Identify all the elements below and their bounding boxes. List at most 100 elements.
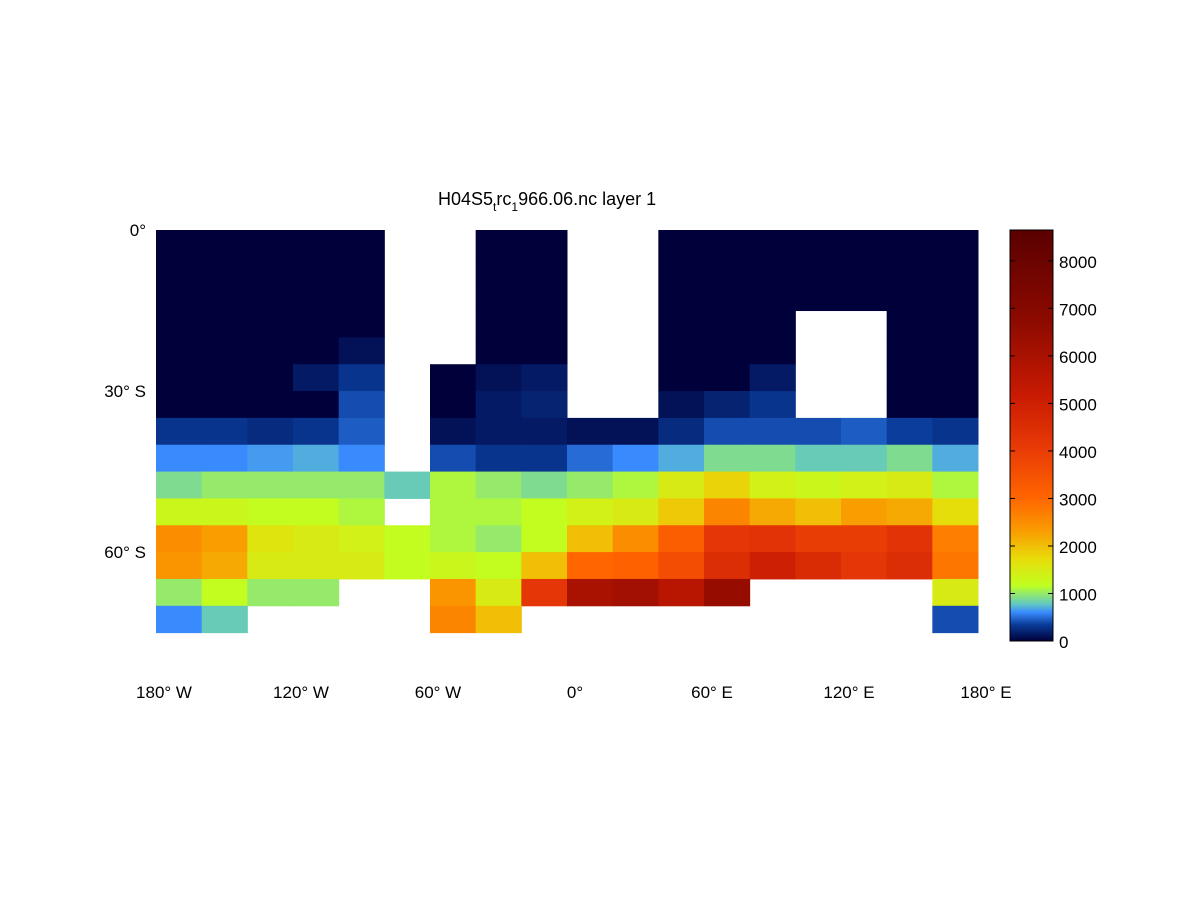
heatmap-cell xyxy=(338,471,385,499)
heatmap-cell xyxy=(932,417,979,446)
heatmap-cell xyxy=(475,605,522,634)
heatmap-cell xyxy=(475,230,522,258)
heatmap-cell xyxy=(338,364,385,392)
heatmap-cell xyxy=(567,471,614,499)
heatmap-cell xyxy=(475,552,522,580)
heatmap-cell xyxy=(247,230,294,258)
heatmap-cell xyxy=(156,364,203,392)
heatmap-cell xyxy=(156,552,203,580)
colorbar-tick-label: 8000 xyxy=(1059,253,1097,272)
heatmap-cell xyxy=(430,552,477,580)
heatmap-cell xyxy=(201,552,248,580)
heatmap-cell xyxy=(156,256,203,285)
heatmap-cell xyxy=(247,578,294,607)
heatmap-cell xyxy=(841,471,888,499)
lat-tick-label: 0° xyxy=(130,221,146,240)
heatmap-cell xyxy=(932,552,979,580)
heatmap-cell xyxy=(293,525,340,553)
heatmap-cell xyxy=(567,525,614,553)
heatmap-cell xyxy=(338,283,385,312)
heatmap-cell xyxy=(430,471,477,499)
heatmap-cell xyxy=(475,391,522,419)
heatmap-cell xyxy=(338,552,385,580)
heatmap-cell xyxy=(475,498,522,526)
heatmap-cell xyxy=(704,498,751,526)
colorbar-tick-label: 0 xyxy=(1059,633,1068,652)
heatmap-cell xyxy=(704,391,751,419)
colorbar-tick-label: 1000 xyxy=(1059,585,1097,604)
colorbar-ticks: 0 1000 2000 3000 4000 5000 6000 7000 8000 xyxy=(1010,253,1097,652)
heatmap-cell xyxy=(247,310,294,338)
heatmap-cell xyxy=(247,256,294,285)
heatmap-cell xyxy=(156,417,203,446)
heatmap-cell xyxy=(886,444,933,473)
heatmap-cell xyxy=(338,230,385,258)
heatmap-cell xyxy=(521,337,568,365)
heatmap-cell xyxy=(201,417,248,446)
heatmap-cell xyxy=(293,283,340,312)
heatmap-cell xyxy=(886,498,933,526)
heatmap-cell xyxy=(612,552,659,580)
heatmap-cell xyxy=(749,471,796,499)
heatmap-cell xyxy=(749,310,796,338)
heatmap-cell xyxy=(612,498,659,526)
heatmap-cell xyxy=(521,444,568,473)
heatmap-cell xyxy=(201,364,248,392)
heatmap-cell xyxy=(749,230,796,258)
heatmap-cell xyxy=(749,525,796,553)
heatmap-cell xyxy=(201,471,248,499)
map-title: H04S5trc1966.06.nc layer 1 xyxy=(438,189,656,214)
heatmap-cell xyxy=(430,525,477,553)
heatmap-cell xyxy=(749,417,796,446)
heatmap-cell xyxy=(521,256,568,285)
heatmap-cell xyxy=(932,310,979,338)
colorbar-tick-label: 2000 xyxy=(1059,538,1097,557)
heatmap-cell xyxy=(156,391,203,419)
heatmap-cell xyxy=(886,364,933,392)
heatmap-cell xyxy=(201,337,248,365)
heatmap-cell xyxy=(247,364,294,392)
lon-tick-label: 180° W xyxy=(136,683,192,702)
heatmap-cell xyxy=(156,471,203,499)
heatmap-cell xyxy=(338,310,385,338)
heatmap-cell xyxy=(658,230,705,258)
lon-tick-label: 0° xyxy=(567,683,583,702)
heatmap-cell xyxy=(201,605,248,634)
heatmap-cell xyxy=(521,525,568,553)
heatmap-cell xyxy=(795,471,842,499)
heatmap-cell xyxy=(247,283,294,312)
heatmap-cell xyxy=(384,471,431,499)
heatmap-cell xyxy=(886,417,933,446)
heatmap-cell xyxy=(658,552,705,580)
heatmap-cell xyxy=(886,471,933,499)
heatmap-cell xyxy=(612,444,659,473)
heatmap-cell xyxy=(521,283,568,312)
lon-tick-label: 60° E xyxy=(691,683,733,702)
heatmap-cell xyxy=(886,283,933,312)
colorbar xyxy=(1009,229,1054,642)
heatmap-cell xyxy=(749,391,796,419)
heatmap-cell xyxy=(658,310,705,338)
heatmap-cell xyxy=(841,256,888,285)
heatmap-cell xyxy=(293,552,340,580)
heatmap-cell xyxy=(612,525,659,553)
lon-tick-label: 120° E xyxy=(823,683,874,702)
lon-tick-label: 120° W xyxy=(273,683,329,702)
heatmap-cell xyxy=(201,230,248,258)
heatmap-cells xyxy=(156,230,979,634)
heatmap-cell xyxy=(704,444,751,473)
heatmap-cell xyxy=(201,283,248,312)
heatmap-cell xyxy=(247,337,294,365)
heatmap-cell xyxy=(156,578,203,607)
heatmap-cell xyxy=(475,471,522,499)
heatmap-cell xyxy=(612,578,659,607)
heatmap-cell xyxy=(932,337,979,365)
colorbar-tick-label: 3000 xyxy=(1059,490,1097,509)
heatmap-cell xyxy=(293,230,340,258)
heatmap-cell xyxy=(201,444,248,473)
heatmap-cell xyxy=(658,498,705,526)
heatmap-cell xyxy=(521,417,568,446)
lat-tick-label: 60° S xyxy=(104,543,146,562)
heatmap-cell xyxy=(475,364,522,392)
